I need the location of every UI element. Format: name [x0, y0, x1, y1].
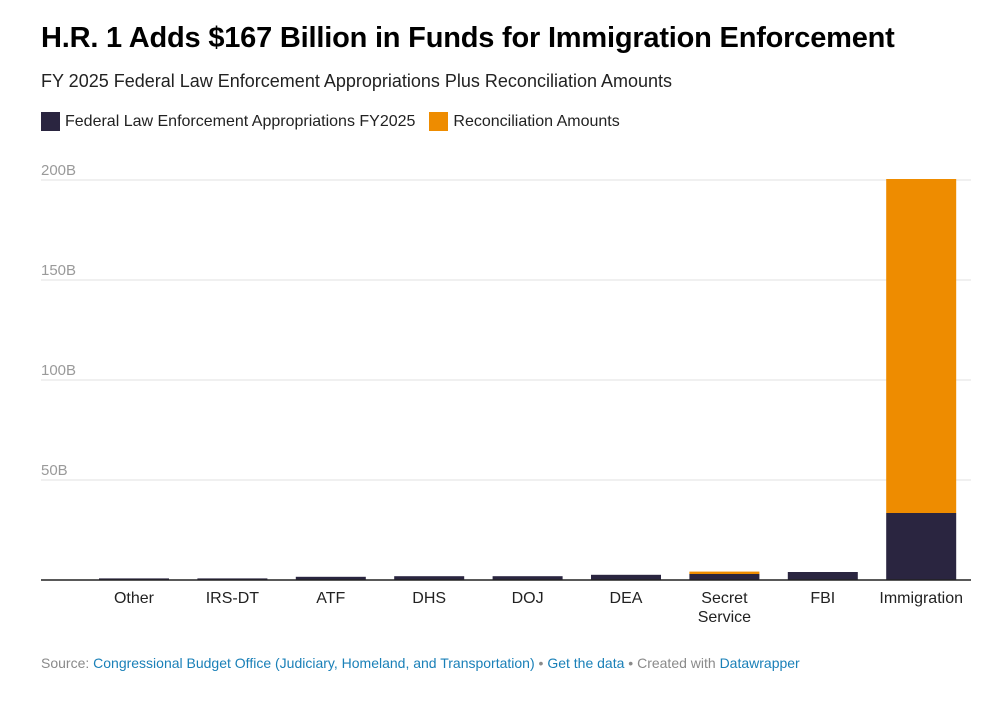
created-with-label: Created with [637, 655, 716, 671]
x-label-line-irs-dt-0: IRS-DT [206, 590, 260, 607]
chart-title: H.R. 1 Adds $167 Billion in Funds for Im… [41, 22, 895, 54]
x-label-immigration: Immigration [879, 590, 963, 607]
datawrapper-link[interactable]: Datawrapper [719, 655, 800, 671]
bar-fbi-appropriations [787, 572, 858, 580]
footer: Source: Congressional Budget Office (Jud… [41, 655, 800, 671]
bar-immigration-reconciliation [886, 179, 957, 513]
footer-separator-2: • [628, 655, 634, 671]
x-label-line-atf-0: ATF [316, 590, 345, 607]
bar-irs-dt-appropriations [197, 578, 268, 580]
x-label-line-fbi-0: FBI [810, 590, 835, 607]
y-tick-label-200: 200B [41, 162, 76, 179]
y-tick-label-100: 100B [41, 362, 76, 379]
x-label-line-immigration-0: Immigration [879, 590, 963, 607]
x-label-line-dea-0: DEA [610, 590, 643, 607]
x-label-fbi: FBI [810, 590, 835, 607]
x-label-secret-service: Secret Service [698, 590, 751, 626]
x-label-irs-dt: IRS-DT [206, 590, 260, 607]
x-label-line-dhs-0: DHS [412, 590, 446, 607]
source-prefix: Source: [41, 655, 90, 671]
bar-doj-appropriations [492, 576, 563, 580]
x-label-dhs: DHS [412, 590, 446, 607]
x-label-line-secret-service-0: Secret [701, 590, 748, 607]
get-data-link[interactable]: Get the data [547, 655, 625, 671]
bar-other-appropriations [99, 578, 169, 580]
legend-swatch-appropriations [41, 112, 60, 131]
legend-item-reconciliation: Reconciliation Amounts [429, 112, 620, 131]
chart-subtitle: FY 2025 Federal Law Enforcement Appropri… [41, 71, 673, 91]
x-label-line-doj-0: DOJ [512, 590, 544, 607]
bar-immigration-appropriations [886, 513, 957, 580]
x-label-doj: DOJ [512, 590, 544, 607]
x-label-atf: ATF [316, 590, 345, 607]
bar-secret-service-appropriations [689, 574, 760, 580]
y-tick-label-150: 150B [41, 262, 76, 279]
bar-dea-appropriations [591, 574, 661, 580]
x-label-line-other-0: Other [114, 590, 155, 607]
legend-label-appropriations: Federal Law Enforcement Appropriations F… [65, 112, 416, 130]
x-label-line-secret-service-1: Service [698, 609, 751, 626]
source-link[interactable]: Congressional Budget Office (Judiciary, … [93, 655, 535, 671]
bar-chart: 50B 100B 150B 200B Other IRS-DT ATF DHS DOJ DEA Se… [41, 162, 971, 626]
legend-item-appropriations: Federal Law Enforcement Appropriations F… [41, 112, 415, 131]
y-tick-label-50: 50B [41, 462, 68, 479]
x-label-other: Other [114, 590, 155, 607]
x-label-dea: DEA [610, 590, 643, 607]
bar-secret-service-reconciliation [689, 571, 760, 574]
bar-dhs-appropriations [394, 576, 465, 580]
footer-separator-1: • [538, 655, 544, 671]
legend: Federal Law Enforcement Appropriations F… [41, 112, 634, 131]
legend-label-reconciliation: Reconciliation Amounts [453, 112, 620, 130]
legend-swatch-reconciliation [429, 112, 449, 131]
bar-atf-appropriations [295, 576, 366, 580]
